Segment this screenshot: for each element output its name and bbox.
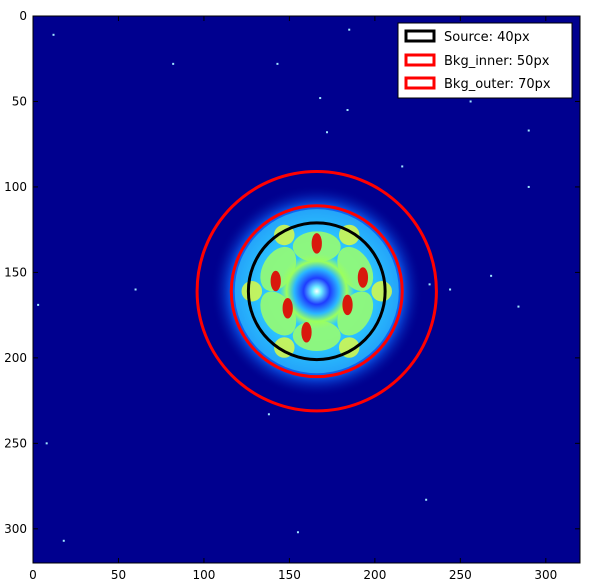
noise-pixel xyxy=(346,109,349,112)
noise-pixel xyxy=(276,62,279,65)
legend-label-source: Source: 40px xyxy=(444,30,530,45)
y-tick-label: 150 xyxy=(4,265,27,279)
source-hot-spot xyxy=(342,294,353,316)
source-hot-spot xyxy=(301,321,312,343)
noise-pixel xyxy=(348,28,351,31)
noise-pixel xyxy=(490,274,493,277)
y-tick-label: 50 xyxy=(12,94,27,108)
noise-pixel xyxy=(37,303,40,306)
source-emission-pattern xyxy=(210,185,423,398)
noise-pixel xyxy=(319,97,322,100)
y-tick-label: 300 xyxy=(4,522,27,536)
bkg-outer-circle xyxy=(195,170,438,413)
noise-pixel xyxy=(267,413,270,416)
source-core xyxy=(279,253,355,329)
noise-pixel xyxy=(52,33,55,36)
legend-swatch-bkg-inner xyxy=(404,53,436,67)
bkg-inner-circle xyxy=(229,204,404,379)
noise-pixel xyxy=(134,288,137,291)
noise-pixels xyxy=(37,28,530,542)
noise-pixel xyxy=(517,305,520,308)
legend: Source: 40px Bkg_inner: 50px Bkg_outer: … xyxy=(397,22,573,99)
x-axis: 0 50 100 150 200 250 300 xyxy=(29,16,557,582)
noise-pixel xyxy=(469,100,472,103)
noise-pixel xyxy=(527,129,530,132)
source-hot-spot xyxy=(357,267,369,288)
source-hot-spot xyxy=(311,233,322,254)
noise-pixel xyxy=(326,131,329,134)
y-axis: 0 50 100 150 200 250 300 xyxy=(4,9,580,536)
noise-pixel xyxy=(62,539,65,542)
aperture-circles xyxy=(195,170,438,413)
x-tick-label: 100 xyxy=(192,568,215,582)
x-tick-label: 150 xyxy=(278,568,301,582)
legend-box xyxy=(397,22,573,99)
image-plot xyxy=(33,16,580,563)
y-tick-label: 250 xyxy=(4,436,27,450)
noise-pixel xyxy=(296,531,299,534)
x-tick-label: 300 xyxy=(534,568,557,582)
legend-swatch-bkg-outer xyxy=(404,76,436,90)
source-knot xyxy=(241,280,263,302)
source-hot-spot xyxy=(270,270,281,292)
plot-frame xyxy=(32,15,581,564)
noise-pixel xyxy=(527,185,530,188)
noise-pixel xyxy=(45,442,48,445)
noise-pixel xyxy=(449,288,452,291)
x-tick-label: 0 xyxy=(29,568,37,582)
legend-swatch-source xyxy=(404,29,436,43)
source-knot xyxy=(371,280,392,302)
x-tick-label: 50 xyxy=(111,568,126,582)
noise-pixel xyxy=(401,165,404,168)
source-hot-spot xyxy=(282,298,293,319)
noise-pixel xyxy=(425,498,428,501)
legend-label-bkg-inner: Bkg_inner: 50px xyxy=(444,54,550,69)
x-tick-label: 250 xyxy=(449,568,472,582)
source-circle xyxy=(246,221,387,362)
noise-pixel xyxy=(172,62,175,65)
y-tick-label: 200 xyxy=(4,351,27,365)
noise-pixel xyxy=(428,283,431,286)
y-tick-label: 0 xyxy=(19,9,27,23)
legend-label-bkg-outer: Bkg_outer: 70px xyxy=(444,77,551,92)
y-tick-label: 100 xyxy=(4,180,27,194)
x-tick-label: 200 xyxy=(363,568,386,582)
